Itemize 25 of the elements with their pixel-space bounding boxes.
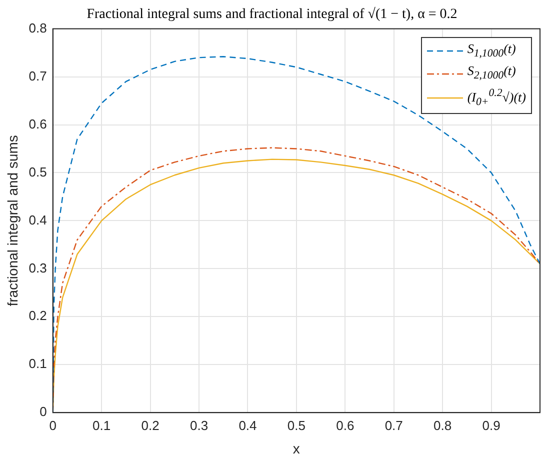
legend-label: S$_{1,1000}$(t) (467, 40, 516, 62)
y-tick-label: 0.3 (28, 260, 47, 276)
x-tick-label: 0.5 (287, 418, 306, 433)
x-tick-label: 0.1 (92, 418, 111, 433)
y-tick-label: 0.4 (28, 212, 47, 228)
y-tick-label: 0.7 (28, 68, 47, 84)
x-axis-title: x (292, 440, 300, 456)
y-tick-label: 0.2 (28, 308, 47, 324)
x-tick-label: 0 (49, 418, 56, 433)
y-tick-label: 0 (40, 404, 47, 420)
y-tick-label: 0.6 (28, 116, 47, 132)
x-tick-label: 0.3 (190, 418, 208, 433)
x-tick-label: 0.7 (384, 418, 403, 433)
chart-title: Fractional integral sums and fractional integral of √(1 − t), α = 0.2 (86, 6, 458, 22)
y-tick-label: 0.8 (28, 20, 47, 36)
x-tick-label: 0.4 (238, 418, 257, 433)
x-tick-label: 0.6 (336, 418, 354, 433)
legend-label: (I$_{0+}$$^{0.2}$√)(t) (467, 86, 526, 110)
y-axis-title: fractional integral and sums (4, 135, 20, 306)
x-tick-label: 0.9 (482, 418, 500, 433)
x-tick-label: 0.8 (434, 418, 452, 433)
y-tick-label: 0.1 (28, 356, 47, 372)
y-tick-label: 0.5 (28, 164, 47, 180)
x-tick-label: 0.2 (141, 418, 160, 433)
legend-label: S$_{2,1000}$(t) (467, 62, 516, 84)
